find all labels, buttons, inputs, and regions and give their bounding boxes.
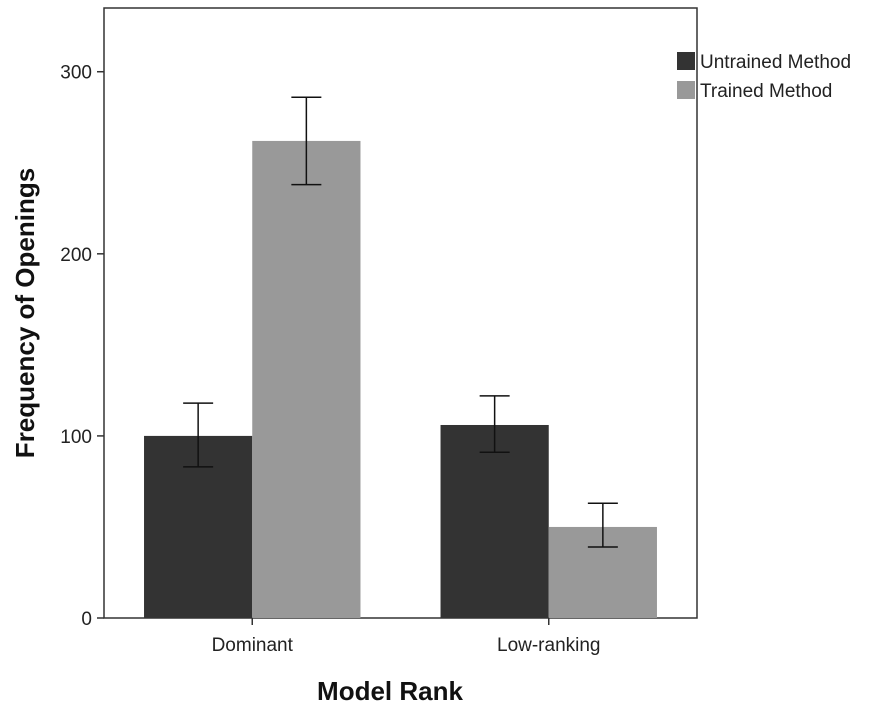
y-tick-label: 200 bbox=[60, 245, 92, 266]
y-axis: 0 100 200 300 bbox=[60, 63, 104, 630]
x-tick-label: Low-ranking bbox=[497, 635, 601, 656]
legend-label: Trained Method bbox=[700, 81, 832, 102]
x-tick-label: Dominant bbox=[212, 635, 294, 656]
x-axis: Dominant Low-ranking bbox=[212, 618, 601, 656]
y-tick-label: 100 bbox=[60, 427, 92, 448]
legend-swatch bbox=[677, 52, 695, 70]
error-bars-group bbox=[183, 96, 618, 548]
legend-label: Untrained Method bbox=[700, 52, 851, 73]
legend: Untrained Method Trained Method bbox=[677, 52, 851, 102]
bar bbox=[252, 140, 361, 619]
bar bbox=[440, 424, 549, 618]
y-axis-title: Frequency of Openings bbox=[10, 168, 40, 458]
y-tick-label: 300 bbox=[60, 63, 92, 84]
legend-swatch bbox=[677, 81, 695, 99]
y-tick-label: 0 bbox=[81, 609, 92, 630]
x-axis-title: Model Rank bbox=[317, 676, 463, 706]
bars-group bbox=[144, 140, 657, 619]
plot-frame bbox=[103, 7, 698, 619]
